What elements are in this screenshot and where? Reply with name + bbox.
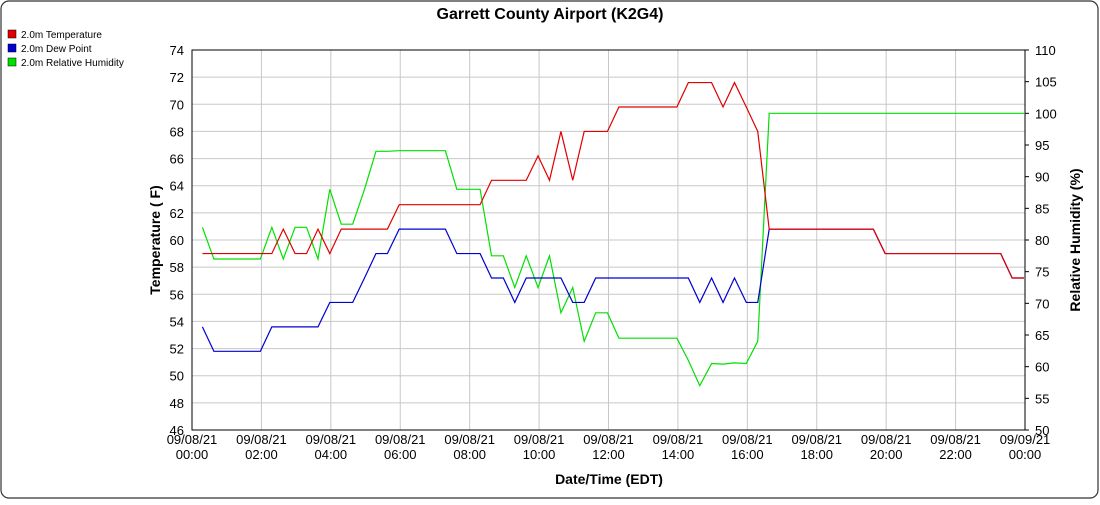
chart-title: Garrett County Airport (K2G4) xyxy=(437,6,664,23)
y2-tick-label: 80 xyxy=(1035,233,1049,248)
y2-axis-label: Relative Humidity (%) xyxy=(1067,168,1083,311)
x-tick-label: 09/08/21 20:00 xyxy=(861,432,912,462)
legend-swatch xyxy=(7,43,17,53)
x-tick-label: 09/08/21 04:00 xyxy=(306,432,357,462)
y-tick-label: 50 xyxy=(170,369,184,384)
x-tick-label: 09/08/21 18:00 xyxy=(791,432,842,462)
x-tick-label: 09/08/21 06:00 xyxy=(375,432,426,462)
y2-tick-label: 105 xyxy=(1035,75,1057,90)
y-tick-label: 58 xyxy=(170,260,184,275)
y-tick-label: 62 xyxy=(170,206,184,221)
legend-swatch xyxy=(7,57,17,67)
x-tick-label: 09/08/21 14:00 xyxy=(653,432,704,462)
y-tick-label: 66 xyxy=(170,152,184,167)
legend-swatch xyxy=(7,29,17,39)
x-tick-label: 09/09/21 00:00 xyxy=(1000,432,1051,462)
y-tick-label: 68 xyxy=(170,124,184,139)
y-tick-label: 74 xyxy=(170,43,184,58)
y-tick-label: 52 xyxy=(170,342,184,357)
y2-tick-label: 65 xyxy=(1035,328,1049,343)
legend-label: 2.0m Temperature xyxy=(21,30,102,41)
y-tick-label: 48 xyxy=(170,396,184,411)
plot-border xyxy=(191,49,1026,431)
y2-tick-label: 95 xyxy=(1035,138,1049,153)
x-tick-label: 09/08/21 02:00 xyxy=(236,432,287,462)
x-tick-label: 09/08/21 10:00 xyxy=(514,432,565,462)
legend-label: 2.0m Relative Humidity xyxy=(21,58,124,69)
x-tick-label: 09/08/21 22:00 xyxy=(930,432,981,462)
y2-tick-label: 85 xyxy=(1035,201,1049,216)
y-axis-label: Temperature ( F) xyxy=(147,185,163,294)
y2-tick-label: 100 xyxy=(1035,106,1057,121)
x-axis-label: Date/Time (EDT) xyxy=(555,471,663,487)
x-tick-label: 09/08/21 08:00 xyxy=(444,432,495,462)
y2-tick-label: 70 xyxy=(1035,296,1049,311)
y-tick-label: 60 xyxy=(170,233,184,248)
y-tick-label: 72 xyxy=(170,70,184,85)
y2-tick-label: 90 xyxy=(1035,170,1049,185)
x-tick-label: 09/08/21 00:00 xyxy=(167,432,218,462)
y2-tick-label: 55 xyxy=(1035,391,1049,406)
y2-tick-label: 75 xyxy=(1035,265,1049,280)
y-tick-label: 46 xyxy=(170,423,184,438)
y2-tick-label: 60 xyxy=(1035,360,1049,375)
y-tick-label: 64 xyxy=(170,179,184,194)
series-line xyxy=(201,112,1024,388)
series-line xyxy=(202,81,1024,279)
legend-label: 2.0m Dew Point xyxy=(21,44,92,55)
y-tick-label: 70 xyxy=(170,97,184,112)
x-tick-label: 09/08/21 16:00 xyxy=(722,432,773,462)
y2-tick-label: 110 xyxy=(1035,43,1056,58)
x-tick-label: 09/08/21 12:00 xyxy=(583,432,634,462)
y-tick-label: 54 xyxy=(170,314,184,329)
y2-tick-label: 50 xyxy=(1035,423,1049,438)
y-tick-label: 56 xyxy=(170,287,184,302)
